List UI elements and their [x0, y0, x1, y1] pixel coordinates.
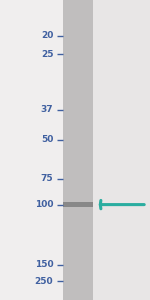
Text: 37: 37 — [41, 105, 53, 114]
Bar — [93, 0, 150, 300]
Bar — [63, 0, 93, 300]
Bar — [63, 202, 93, 207]
Text: 25: 25 — [41, 50, 53, 58]
Text: 150: 150 — [35, 260, 53, 269]
Text: 250: 250 — [35, 277, 53, 286]
Text: 100: 100 — [35, 200, 53, 209]
Text: 50: 50 — [41, 135, 53, 144]
Text: 75: 75 — [41, 174, 53, 183]
Text: 20: 20 — [41, 32, 53, 40]
